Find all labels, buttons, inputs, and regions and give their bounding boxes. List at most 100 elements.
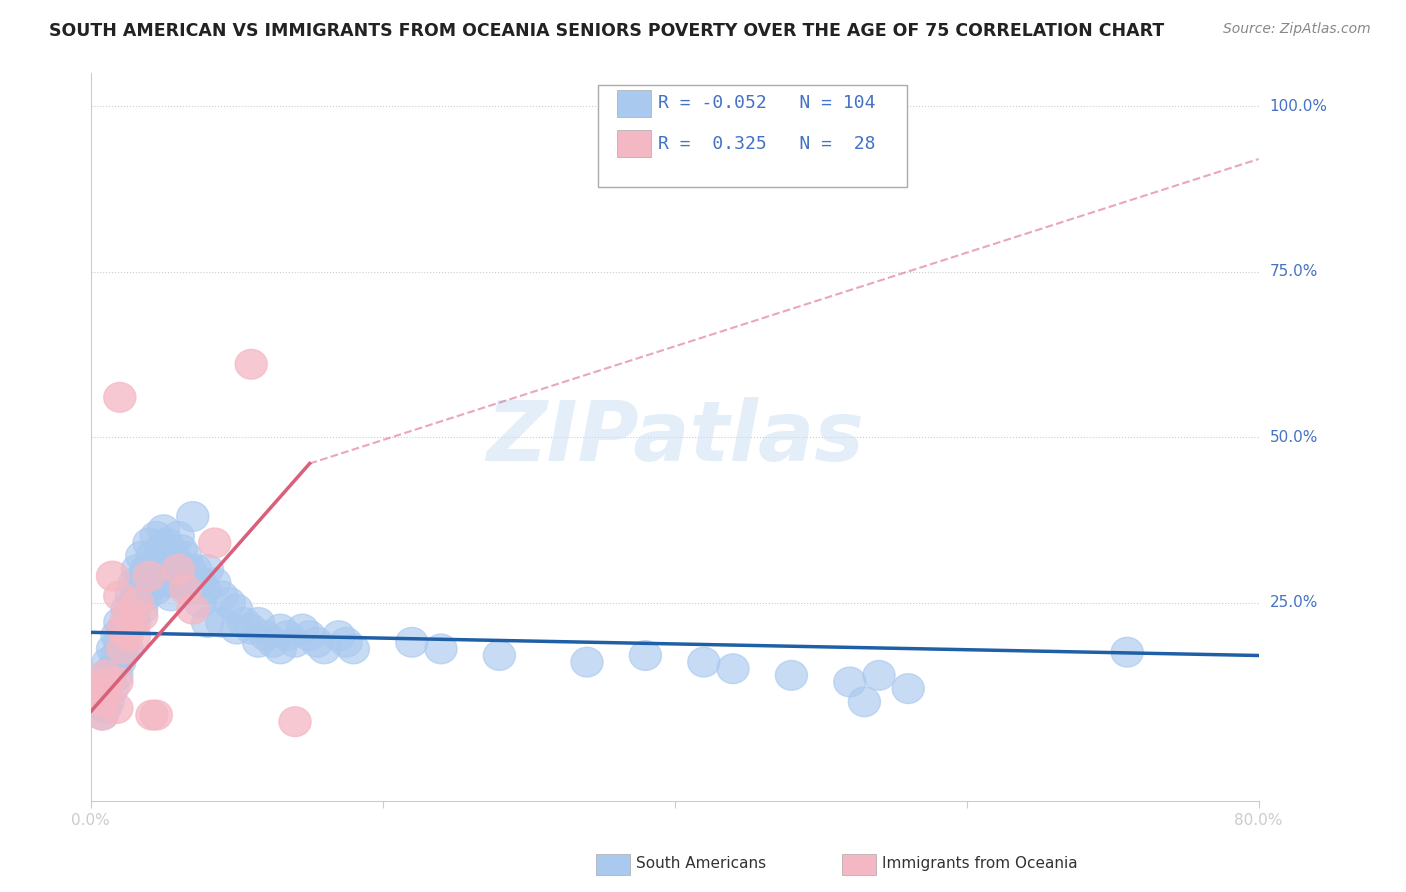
Ellipse shape — [425, 634, 457, 664]
Ellipse shape — [287, 614, 318, 644]
Ellipse shape — [184, 588, 217, 617]
Ellipse shape — [118, 588, 150, 617]
Ellipse shape — [198, 568, 231, 598]
Ellipse shape — [141, 548, 173, 578]
Ellipse shape — [198, 528, 231, 558]
Ellipse shape — [148, 515, 180, 545]
Ellipse shape — [191, 607, 224, 637]
Ellipse shape — [111, 614, 143, 644]
Ellipse shape — [82, 673, 114, 704]
Ellipse shape — [155, 561, 187, 591]
Ellipse shape — [159, 548, 191, 578]
Ellipse shape — [111, 601, 143, 631]
Ellipse shape — [125, 541, 157, 571]
Ellipse shape — [91, 687, 124, 717]
Ellipse shape — [177, 594, 209, 624]
Ellipse shape — [121, 581, 153, 611]
Ellipse shape — [893, 673, 924, 704]
Ellipse shape — [101, 667, 134, 697]
Ellipse shape — [235, 614, 267, 644]
Ellipse shape — [1111, 637, 1143, 667]
Ellipse shape — [242, 627, 274, 657]
Ellipse shape — [205, 607, 238, 637]
Text: 50.0%: 50.0% — [1270, 430, 1317, 444]
Ellipse shape — [148, 541, 180, 571]
Ellipse shape — [221, 594, 253, 624]
Ellipse shape — [155, 534, 187, 565]
Ellipse shape — [89, 660, 121, 690]
Ellipse shape — [162, 555, 194, 584]
Ellipse shape — [177, 574, 209, 604]
Ellipse shape — [228, 607, 260, 637]
Ellipse shape — [111, 594, 143, 624]
Ellipse shape — [170, 574, 201, 604]
Text: R =  0.325   N =  28: R = 0.325 N = 28 — [658, 135, 876, 153]
Ellipse shape — [129, 581, 162, 611]
Ellipse shape — [115, 607, 148, 637]
Ellipse shape — [571, 648, 603, 677]
Text: 75.0%: 75.0% — [1270, 264, 1317, 279]
Ellipse shape — [125, 601, 157, 631]
Ellipse shape — [308, 634, 340, 664]
Ellipse shape — [162, 522, 194, 551]
Ellipse shape — [101, 621, 134, 650]
Ellipse shape — [717, 654, 749, 683]
Ellipse shape — [177, 501, 209, 532]
Ellipse shape — [118, 607, 150, 637]
Ellipse shape — [205, 581, 238, 611]
Ellipse shape — [136, 568, 167, 598]
Ellipse shape — [104, 648, 136, 677]
Ellipse shape — [118, 568, 150, 598]
Ellipse shape — [257, 627, 290, 657]
Text: 25.0%: 25.0% — [1270, 595, 1317, 610]
Ellipse shape — [107, 614, 139, 644]
Ellipse shape — [115, 581, 148, 611]
Text: South Americans: South Americans — [636, 856, 766, 871]
Text: SOUTH AMERICAN VS IMMIGRANTS FROM OCEANIA SENIORS POVERTY OVER THE AGE OF 75 COR: SOUTH AMERICAN VS IMMIGRANTS FROM OCEANI… — [49, 22, 1164, 40]
Ellipse shape — [148, 568, 180, 598]
Ellipse shape — [107, 634, 139, 664]
Ellipse shape — [630, 640, 661, 671]
Ellipse shape — [165, 561, 197, 591]
Ellipse shape — [775, 660, 807, 690]
Ellipse shape — [82, 673, 114, 704]
Ellipse shape — [134, 561, 165, 591]
Ellipse shape — [97, 634, 128, 664]
Ellipse shape — [89, 660, 121, 690]
Ellipse shape — [86, 700, 118, 730]
Ellipse shape — [264, 614, 297, 644]
Ellipse shape — [86, 687, 118, 717]
Ellipse shape — [97, 561, 128, 591]
Ellipse shape — [150, 528, 183, 558]
Ellipse shape — [174, 555, 205, 584]
Ellipse shape — [221, 614, 253, 644]
Ellipse shape — [250, 621, 281, 650]
Ellipse shape — [97, 654, 128, 683]
Ellipse shape — [101, 640, 134, 671]
Ellipse shape — [104, 383, 136, 412]
Ellipse shape — [104, 581, 136, 611]
Ellipse shape — [121, 555, 153, 584]
Text: 100.0%: 100.0% — [1270, 99, 1327, 113]
Ellipse shape — [174, 574, 205, 604]
Ellipse shape — [134, 555, 165, 584]
Ellipse shape — [89, 681, 121, 710]
Ellipse shape — [170, 568, 201, 598]
Ellipse shape — [104, 627, 136, 657]
Ellipse shape — [155, 581, 187, 611]
Ellipse shape — [162, 568, 194, 598]
Text: ZIPatlas: ZIPatlas — [485, 397, 863, 477]
Ellipse shape — [145, 534, 177, 565]
Ellipse shape — [86, 700, 118, 730]
Ellipse shape — [188, 574, 221, 604]
Ellipse shape — [136, 541, 167, 571]
Ellipse shape — [134, 574, 165, 604]
Ellipse shape — [134, 528, 165, 558]
Ellipse shape — [86, 687, 118, 717]
Ellipse shape — [129, 555, 162, 584]
Ellipse shape — [242, 607, 274, 637]
Ellipse shape — [91, 648, 124, 677]
Ellipse shape — [162, 548, 194, 578]
Ellipse shape — [330, 627, 363, 657]
Ellipse shape — [165, 534, 197, 565]
